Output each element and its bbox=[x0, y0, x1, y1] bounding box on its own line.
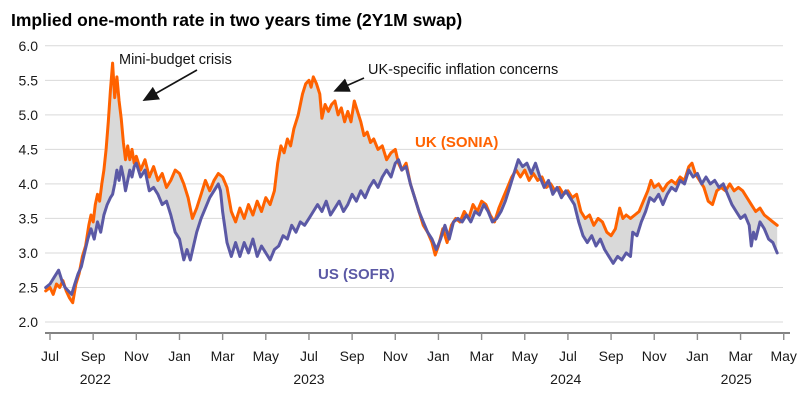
series-lines-layer bbox=[44, 61, 779, 305]
annotation-uk-inflation-concerns: UK-specific inflation concerns bbox=[368, 62, 558, 78]
annotation-mini-budget-crisis: Mini-budget crisis bbox=[119, 52, 232, 68]
x-tick-label: Mar bbox=[211, 348, 235, 364]
y-tick-label: 5.0 bbox=[19, 107, 39, 123]
year-label: 2023 bbox=[293, 371, 324, 387]
x-tick-label: Jan bbox=[168, 348, 191, 364]
x-tick-label: Mar bbox=[728, 348, 752, 364]
chart-title: Implied one-month rate in two years time… bbox=[11, 10, 462, 30]
x-tick-label: Mar bbox=[470, 348, 494, 364]
y-tick-label: 4.0 bbox=[19, 176, 39, 192]
y-tick-label: 3.0 bbox=[19, 245, 39, 261]
year-label: 2022 bbox=[80, 371, 111, 387]
axes-layer bbox=[45, 332, 790, 340]
x-tick-label: Nov bbox=[642, 348, 667, 364]
y-tick-label: 6.0 bbox=[19, 38, 39, 54]
x-tick-label: Jan bbox=[427, 348, 450, 364]
uk-sonia-series-label: UK (SONIA) bbox=[415, 134, 498, 151]
annotation-arrow-mini-budget bbox=[142, 69, 198, 101]
us-sofr-series-label: US (SOFR) bbox=[318, 266, 395, 283]
uk-sonia-line bbox=[44, 61, 779, 305]
y-tick-label: 2.0 bbox=[19, 314, 39, 330]
x-tick-label: Jan bbox=[686, 348, 709, 364]
y-tick-label: 2.5 bbox=[19, 279, 39, 295]
year-label: 2024 bbox=[550, 371, 581, 387]
x-tick-label: Sep bbox=[81, 348, 106, 364]
x-tick-label: Jul bbox=[559, 348, 577, 364]
x-tick-label: Nov bbox=[124, 348, 149, 364]
x-tick-label: May bbox=[770, 348, 796, 364]
x-tick-label: Sep bbox=[340, 348, 365, 364]
x-tick-label: Sep bbox=[599, 348, 624, 364]
x-tick-label: Jul bbox=[41, 348, 59, 364]
y-tick-label: 5.5 bbox=[19, 72, 39, 88]
axis-labels-layer: 2.0 2.5 3.0 3.5 4.0 4.5 5.0 5.5 6.0 Jul Sep Nov Jan M… bbox=[19, 38, 797, 387]
x-tick-label: May bbox=[512, 348, 538, 364]
x-tick-label: May bbox=[253, 348, 279, 364]
us-sofr-line bbox=[44, 158, 779, 296]
y-tick-label: 3.5 bbox=[19, 210, 39, 226]
x-tick-label: Nov bbox=[383, 348, 408, 364]
y-tick-label: 4.5 bbox=[19, 141, 39, 157]
year-label: 2025 bbox=[721, 371, 752, 387]
x-tick-label: Jul bbox=[300, 348, 318, 364]
annotation-arrow-uk-inflation bbox=[333, 77, 365, 92]
